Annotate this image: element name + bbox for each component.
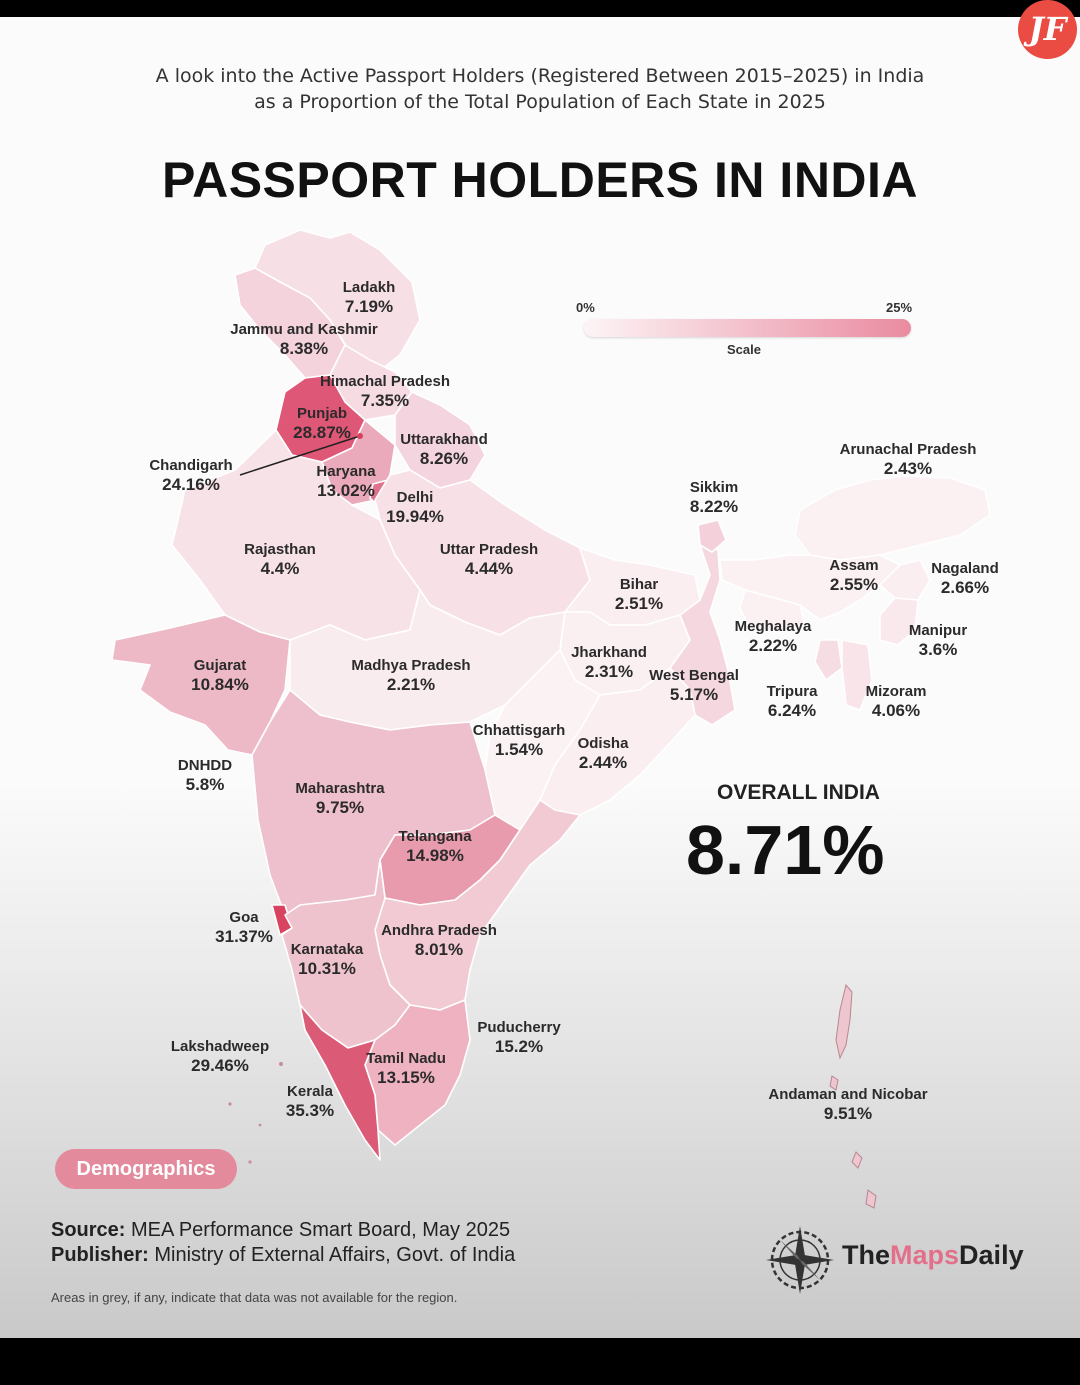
- label-telangana: Telangana 14.98%: [398, 828, 472, 865]
- label-lakshadweep: Lakshadweep 29.46%: [170, 1038, 270, 1075]
- label-arunachal: Arunachal Pradesh 2.43%: [839, 441, 977, 478]
- label-uttar-pradesh: Uttar Pradesh 4.44%: [439, 541, 539, 578]
- label-ladakh: Ladakh 7.19%: [342, 279, 396, 316]
- footnote: Areas in grey, if any, indicate that dat…: [51, 1290, 458, 1305]
- label-madhya-pradesh: Madhya Pradesh 2.21%: [351, 657, 471, 694]
- label-bihar: Bihar 2.51%: [614, 576, 664, 613]
- label-sikkim: Sikkim 8.22%: [689, 479, 739, 516]
- label-chandigarh: Chandigarh 24.16%: [149, 457, 233, 494]
- publisher-value: Ministry of External Affairs, Govt. of I…: [148, 1244, 516, 1266]
- region-arunachal[interactable]: [794, 475, 991, 561]
- subtitle: A look into the Active Passport Holders …: [0, 63, 1080, 115]
- source-value: MEA Performance Smart Board, May 2025: [125, 1219, 511, 1241]
- label-chhattisgarh: Chhattisgarh 1.54%: [472, 722, 566, 759]
- subtitle-line-2: as a Proportion of the Total Population …: [254, 91, 826, 113]
- publisher-key: Publisher:: [51, 1244, 149, 1266]
- label-manipur: Manipur 3.6%: [908, 622, 968, 659]
- label-puducherry: Puducherry 15.2%: [477, 1019, 561, 1056]
- region-odisha[interactable]: [539, 667, 696, 816]
- label-gujarat: Gujarat 10.84%: [191, 657, 249, 694]
- label-tamil-nadu: Tamil Nadu 13.15%: [366, 1050, 446, 1087]
- label-odisha: Odisha 2.44%: [577, 735, 629, 772]
- andaman-nicobar-islands[interactable]: [829, 983, 877, 1209]
- region-uttarakhand[interactable]: [394, 391, 486, 489]
- label-punjab: Punjab 28.87%: [293, 405, 351, 442]
- label-nagaland: Nagaland 2.66%: [931, 560, 999, 597]
- label-haryana: Haryana 13.02%: [316, 463, 376, 500]
- source-block: Source: MEA Performance Smart Board, May…: [51, 1218, 515, 1268]
- label-andaman-nicobar: Andaman and Nicobar 9.51%: [768, 1086, 928, 1123]
- region-sikkim[interactable]: [697, 519, 727, 553]
- label-jammu-kashmir: Jammu and Kashmir 8.38%: [230, 321, 378, 358]
- label-delhi: Delhi 19.94%: [386, 489, 444, 526]
- label-goa: Goa 31.37%: [215, 909, 273, 946]
- label-assam: Assam 2.55%: [829, 557, 879, 594]
- label-meghalaya: Meghalaya 2.22%: [734, 618, 812, 655]
- publisher-logo[interactable]: TheMapsDaily: [842, 1240, 1024, 1270]
- label-dnhdd: DNHDD 5.8%: [177, 757, 233, 794]
- demographics-tag[interactable]: Demographics: [55, 1149, 237, 1189]
- source-key: Source:: [51, 1219, 126, 1241]
- scale-max-label: 25%: [886, 300, 913, 315]
- region-mizoram[interactable]: [841, 639, 873, 711]
- subtitle-line-1: A look into the Active Passport Holders …: [155, 65, 925, 87]
- scale-caption: Scale: [727, 342, 761, 357]
- label-west-bengal: West Bengal 5.17%: [649, 667, 739, 704]
- label-himachal: Himachal Pradesh 7.35%: [319, 373, 451, 410]
- app-badge-icon[interactable]: JF: [1018, 0, 1077, 59]
- label-kerala: Kerala 35.3%: [285, 1083, 335, 1120]
- overall-value: 8.71%: [686, 811, 885, 889]
- region-kerala[interactable]: [299, 1004, 381, 1161]
- label-jharkhand: Jharkhand 2.31%: [571, 644, 647, 681]
- region-tripura[interactable]: [814, 639, 843, 681]
- page-title: PASSPORT HOLDERS IN INDIA: [161, 152, 919, 208]
- bottom-bar: [0, 1338, 1080, 1385]
- label-uttarakhand: Uttarakhand 8.26%: [400, 431, 488, 468]
- lakshadweep-islands[interactable]: [228, 1062, 283, 1164]
- label-tripura: Tripura 6.24%: [766, 683, 818, 720]
- label-mizoram: Mizoram 4.06%: [865, 683, 927, 720]
- region-manipur[interactable]: [879, 597, 919, 646]
- label-karnataka: Karnataka 10.31%: [290, 941, 364, 978]
- top-bar: [0, 0, 1080, 17]
- overall-label: OVERALL INDIA: [717, 781, 880, 804]
- chandigarh-dot: [357, 433, 363, 439]
- region-meghalaya[interactable]: [739, 589, 806, 633]
- label-maharashtra: Maharashtra 9.75%: [295, 780, 385, 817]
- chandigarh-pointer: [239, 435, 361, 476]
- label-andhra-pradesh: Andhra Pradesh 8.01%: [381, 922, 497, 959]
- scale-min-label: 0%: [576, 300, 595, 315]
- scale-gradient-bar: [584, 319, 911, 337]
- label-rajasthan: Rajasthan 4.4%: [244, 541, 316, 578]
- compass-logo-icon: [766, 1226, 834, 1294]
